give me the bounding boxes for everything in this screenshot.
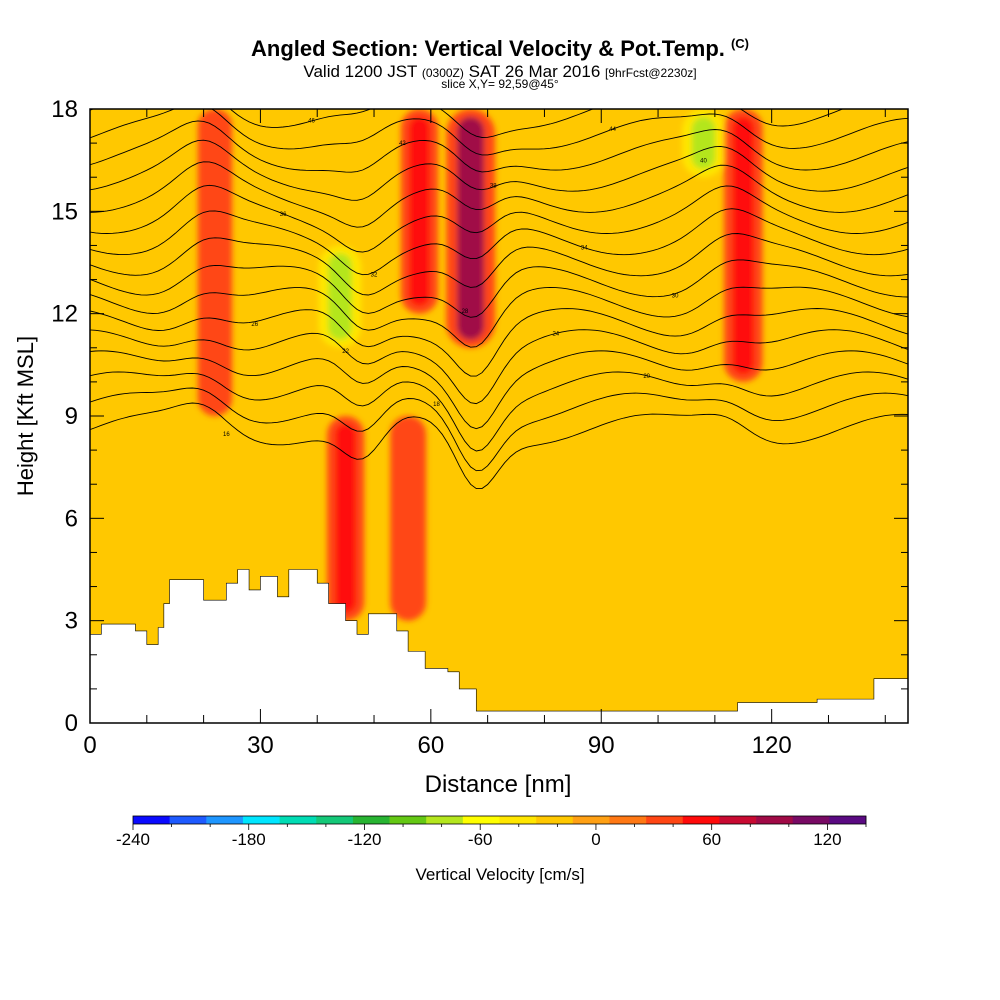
valid-utc: (0300Z) bbox=[421, 66, 464, 80]
units-mark: (C) bbox=[730, 36, 749, 51]
colorbar-tick-label: -120 bbox=[347, 830, 381, 849]
isentrope-label: 24 bbox=[552, 331, 559, 337]
isentrope-label: 16 bbox=[223, 432, 230, 438]
y-tick-label: 0 bbox=[65, 710, 78, 737]
velocity-feature-core bbox=[409, 117, 430, 306]
y-tick-label: 15 bbox=[51, 198, 78, 225]
isentrope-line bbox=[90, 286, 908, 348]
colorbar-swatch bbox=[169, 816, 207, 824]
x-tick-label: 90 bbox=[588, 732, 615, 759]
isentrope-line bbox=[90, 350, 908, 430]
colorbar-tick-label: 0 bbox=[591, 830, 600, 849]
x-tick-label: 30 bbox=[247, 732, 274, 759]
isentrope-label: 42 bbox=[399, 141, 406, 147]
colorbar-swatch bbox=[756, 816, 793, 824]
isentrope-label: 18 bbox=[433, 402, 440, 408]
slice-info: slice X,Y= 92,59@45° bbox=[441, 77, 559, 91]
colorbar-swatch bbox=[242, 816, 280, 824]
colorbar-swatch bbox=[499, 816, 537, 824]
valid-prefix: Valid 1200 JST bbox=[303, 62, 418, 81]
velocity-feature-core bbox=[328, 253, 352, 340]
colorbar-swatch bbox=[829, 816, 867, 824]
colorbar-swatch bbox=[572, 816, 610, 824]
isentrope-line bbox=[90, 329, 908, 405]
isentrope-label: 28 bbox=[462, 309, 469, 315]
isentrope-label: 46 bbox=[308, 119, 315, 125]
velocity-feature-core bbox=[732, 117, 754, 374]
isentrope-label: 34 bbox=[581, 246, 588, 252]
y-tick-label: 12 bbox=[51, 301, 78, 328]
colorbar-swatch bbox=[792, 816, 830, 824]
isentrope-line bbox=[90, 139, 908, 201]
chart-title-text: Angled Section: Vertical Velocity & Pot.… bbox=[251, 36, 725, 61]
x-tick-label: 120 bbox=[752, 732, 792, 759]
colorbar-swatch bbox=[206, 816, 244, 824]
y-tick-label: 6 bbox=[65, 505, 78, 532]
colorbar-tick-label: -60 bbox=[468, 830, 493, 849]
colorbar-tick-label: 120 bbox=[813, 830, 841, 849]
y-tick-label: 3 bbox=[65, 608, 78, 635]
isentrope-line bbox=[90, 161, 908, 228]
isentrope-label: 30 bbox=[672, 294, 679, 300]
velocity-feature-core bbox=[457, 117, 484, 340]
isentrope-line bbox=[90, 371, 908, 452]
isentrope-line bbox=[90, 109, 908, 156]
isentrope-line bbox=[90, 387, 908, 472]
isentrope-line bbox=[90, 109, 844, 138]
colorbar-swatch bbox=[646, 816, 684, 824]
colorbar-tick-label: -180 bbox=[232, 830, 266, 849]
colorbar-tick-label: -240 bbox=[116, 830, 150, 849]
colorbar: -240 -180 -120 -60 0 60 120 bbox=[116, 815, 867, 849]
colorbar-label: Vertical Velocity [cm/s] bbox=[415, 865, 584, 884]
forecast-info: [9hrFcst@2230z] bbox=[605, 66, 697, 80]
colorbar-swatch bbox=[133, 816, 170, 824]
isentrope-label: 44 bbox=[609, 127, 616, 133]
velocity-feature-core bbox=[335, 424, 356, 613]
y-tick-label: 9 bbox=[65, 403, 78, 430]
colorbar-swatch bbox=[426, 816, 464, 824]
chart-title: Angled Section: Vertical Velocity & Pot.… bbox=[0, 36, 1000, 62]
valid-time-line: Valid 1200 JST (0300Z) SAT 26 Mar 2016 [… bbox=[0, 62, 1000, 82]
x-tick-label: 0 bbox=[83, 732, 96, 759]
isentrope-label: 26 bbox=[251, 322, 258, 328]
colorbar-tick-label: 60 bbox=[702, 830, 721, 849]
isentrope-line bbox=[90, 184, 908, 253]
isentrope-line bbox=[90, 120, 908, 173]
terrain-mask bbox=[90, 569, 908, 723]
x-tick-label: 60 bbox=[417, 732, 444, 759]
colorbar-swatch bbox=[279, 816, 317, 824]
colorbar-frame bbox=[132, 815, 867, 825]
colorbar-swatch bbox=[536, 816, 574, 824]
y-tick-label: 18 bbox=[51, 96, 78, 123]
isentrope-line bbox=[90, 308, 908, 377]
isentrope-label: 36 bbox=[280, 212, 287, 218]
isentrope-line bbox=[90, 402, 908, 490]
colorbar-swatch bbox=[389, 816, 427, 824]
isentrope-line bbox=[90, 259, 908, 318]
colorbar-swatch bbox=[316, 816, 354, 824]
colorbar-swatch bbox=[462, 816, 500, 824]
isentrope-label: 20 bbox=[643, 374, 650, 380]
isentrope-label: 40 bbox=[700, 159, 707, 165]
valid-date: SAT 26 Mar 2016 bbox=[468, 62, 601, 81]
x-axis-label: Distance [nm] bbox=[425, 771, 572, 798]
velocity-feature-core bbox=[398, 424, 418, 613]
isentrope-line bbox=[90, 208, 908, 276]
y-axis-label: Height [Kft MSL] bbox=[13, 336, 38, 496]
isentrope-label: 32 bbox=[371, 272, 378, 278]
colorbar-swatch bbox=[719, 816, 757, 824]
colorbar-swatch bbox=[352, 816, 390, 824]
isentrope-line bbox=[90, 233, 908, 296]
velocity-feature-core bbox=[205, 117, 225, 408]
colorbar-swatch bbox=[609, 816, 647, 824]
colorbar-swatch bbox=[682, 816, 720, 824]
